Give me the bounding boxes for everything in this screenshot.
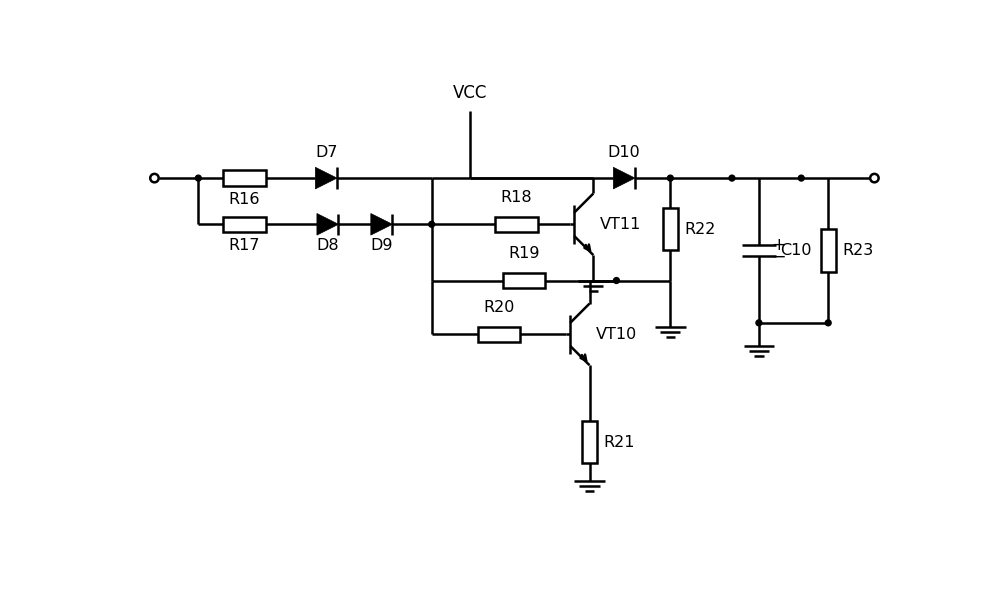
Circle shape [825,320,831,325]
Text: D9: D9 [370,238,393,253]
Text: VCC: VCC [453,84,487,102]
Text: VT11: VT11 [600,217,641,232]
Text: R20: R20 [483,300,515,315]
Text: +: + [771,236,785,253]
Polygon shape [315,168,337,189]
Bar [478,327,520,342]
Text: R16: R16 [229,192,260,207]
Text: R17: R17 [229,238,260,253]
Bar [582,421,597,463]
Bar [663,208,678,250]
Polygon shape [317,214,338,235]
Bar [223,217,266,232]
Text: D7: D7 [315,145,337,160]
Bar [223,171,266,186]
Bar [820,229,836,272]
Text: −: − [771,247,785,265]
Circle shape [756,320,762,325]
Text: D10: D10 [608,145,641,160]
Circle shape [614,278,619,283]
Text: VT10: VT10 [596,327,637,342]
Circle shape [195,175,201,181]
Bar [495,217,538,232]
Circle shape [667,175,673,181]
Text: R23: R23 [842,243,873,258]
Polygon shape [613,168,635,189]
Circle shape [729,175,735,181]
Circle shape [429,221,435,227]
Text: R19: R19 [508,246,540,261]
Polygon shape [371,214,392,235]
Text: R21: R21 [603,435,635,450]
Circle shape [798,175,804,181]
Text: R22: R22 [684,222,716,237]
Bar [503,273,545,288]
Text: D8: D8 [316,238,339,253]
Text: C10: C10 [780,243,812,258]
Text: R18: R18 [501,190,532,205]
